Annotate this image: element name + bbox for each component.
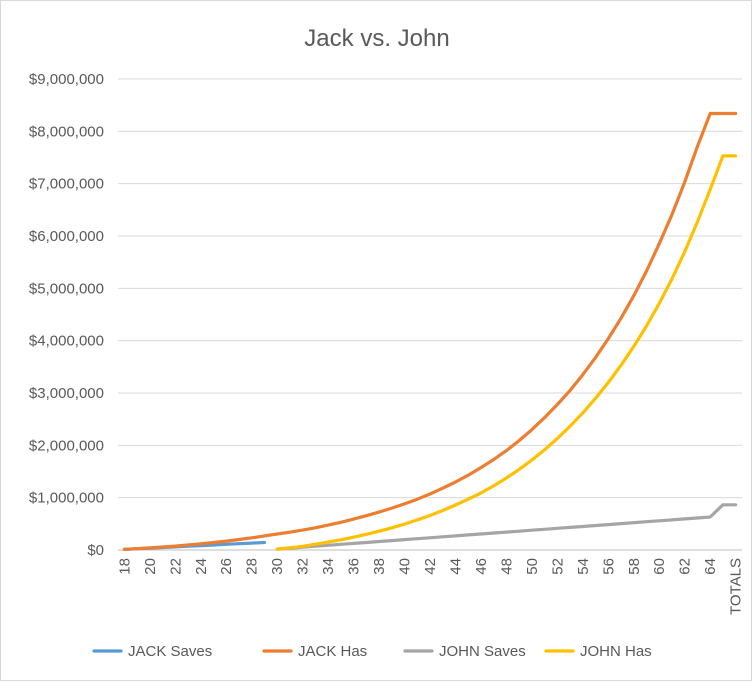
- y-tick-label: $1,000,000: [29, 490, 104, 507]
- x-tick-label: 40: [397, 558, 414, 575]
- series-line-john-saves: [275, 503, 738, 551]
- legend-item-jack-has: JACK Has: [262, 643, 367, 660]
- y-tick-label: $8,000,000: [29, 123, 104, 140]
- x-tick-label: 24: [193, 558, 210, 575]
- x-tick-label: 22: [167, 558, 184, 575]
- x-tick-label: 56: [600, 558, 617, 575]
- series-line-jack-has: [122, 111, 738, 551]
- x-tick-label: 64: [702, 558, 719, 575]
- x-tick-label: 32: [295, 558, 312, 575]
- x-tick-label: 62: [677, 558, 694, 575]
- x-tick-label: 38: [371, 558, 388, 575]
- y-tick-label: $5,000,000: [29, 280, 104, 297]
- chart-title: Jack vs. John: [304, 25, 449, 52]
- legend-label: JOHN Has: [580, 643, 652, 660]
- y-tick-label: $6,000,000: [29, 228, 104, 245]
- x-tick-label: 18: [116, 558, 133, 575]
- y-tick-label: $3,000,000: [29, 385, 104, 402]
- x-tick-label: 34: [320, 558, 337, 575]
- x-tick-label: 50: [524, 558, 541, 575]
- legend-label: JACK Saves: [128, 643, 212, 660]
- x-axis-ticks: 18 20 22 24 26 28 30 32 34 36 38 40 42 44 46 48 50 52 54 56…: [116, 558, 744, 615]
- x-tick-label: 46: [473, 558, 490, 575]
- legend-item-john-saves: JOHN Saves: [403, 643, 526, 660]
- y-tick-label: $4,000,000: [29, 333, 104, 350]
- y-tick-label: $7,000,000: [29, 176, 104, 193]
- series-lines: [122, 111, 738, 551]
- x-tick-label: 26: [218, 558, 235, 575]
- x-tick-label: 44: [447, 558, 464, 575]
- legend: JACK Saves JACK Has JOHN Saves JOHN Has: [92, 643, 652, 660]
- gridlines: [118, 78, 742, 551]
- x-tick-label: 30: [269, 558, 286, 575]
- x-tick-label: 28: [244, 558, 261, 575]
- series-line-john-has: [275, 154, 738, 551]
- x-tick-label: 42: [422, 558, 439, 575]
- x-tick-label: 52: [549, 558, 566, 575]
- x-tick-label: 20: [142, 558, 159, 575]
- y-axis-ticks: $0 $1,000,000 $2,000,000 $3,000,000 $4,000,0…: [29, 71, 104, 559]
- legend-label: JACK Has: [298, 643, 367, 660]
- legend-item-jack-saves: JACK Saves: [92, 643, 212, 660]
- legend-item-john-has: JOHN Has: [544, 643, 652, 660]
- x-tick-label: TOTALS: [728, 558, 745, 615]
- x-tick-label: 48: [498, 558, 515, 575]
- y-tick-label: $0: [87, 542, 104, 559]
- y-tick-label: $9,000,000: [29, 71, 104, 88]
- x-tick-label: 36: [346, 558, 363, 575]
- x-tick-label: 58: [626, 558, 643, 575]
- x-tick-label: 54: [575, 558, 592, 575]
- legend-label: JOHN Saves: [439, 643, 526, 660]
- x-tick-label: 60: [651, 558, 668, 575]
- y-tick-label: $2,000,000: [29, 437, 104, 454]
